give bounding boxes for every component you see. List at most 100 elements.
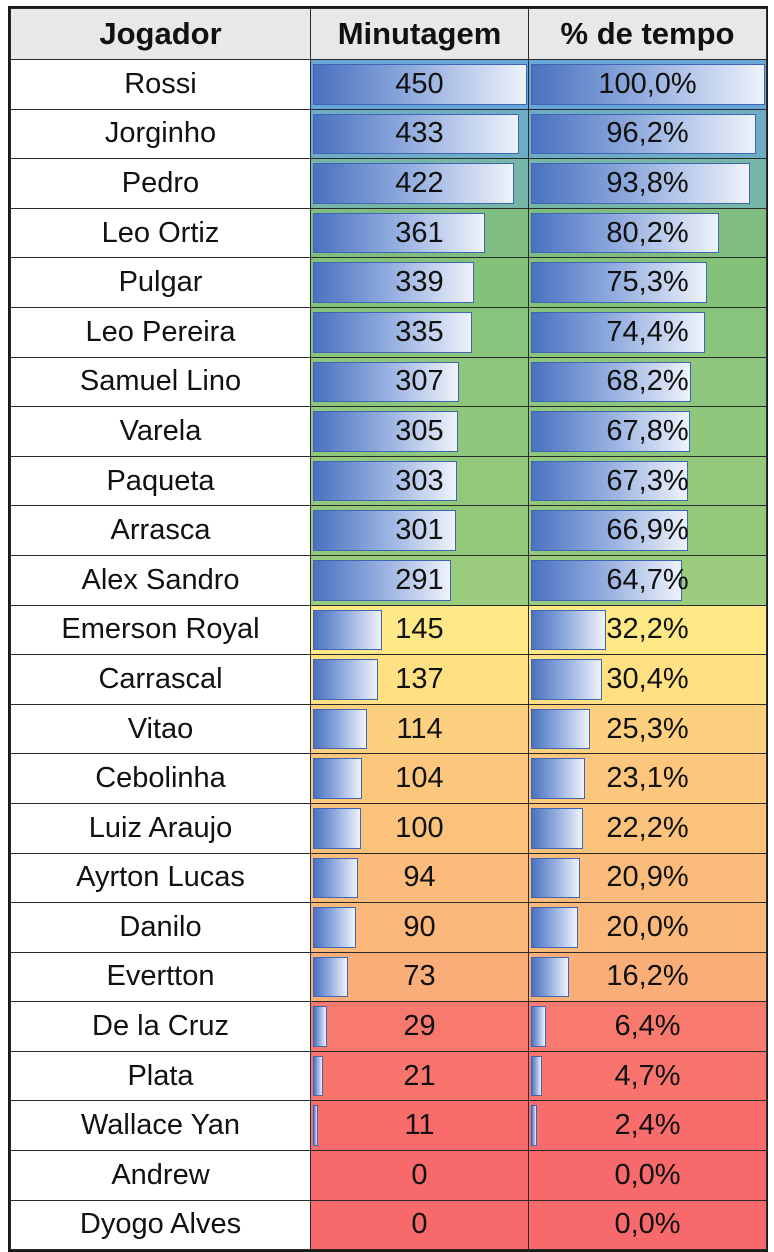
pct-value: 74,4% bbox=[606, 315, 689, 348]
table-row: Ayrton Lucas 94 20,9% bbox=[10, 852, 767, 904]
pct-cell[interactable]: 100,0% bbox=[528, 59, 767, 110]
pct-cell[interactable]: 23,1% bbox=[528, 753, 767, 804]
data-table: Jogador Minutagem % de tempo Rossi 450 100… bbox=[10, 8, 767, 1251]
minutes-cell[interactable]: 94 bbox=[310, 852, 529, 904]
player-cell[interactable]: Wallace Yan bbox=[10, 1100, 311, 1152]
player-cell[interactable]: Leo Ortiz bbox=[10, 207, 311, 259]
minutes-cell[interactable]: 305 bbox=[310, 406, 529, 457]
minutes-cell[interactable]: 361 bbox=[310, 207, 529, 259]
minutes-cell[interactable]: 0 bbox=[310, 1150, 529, 1201]
minutes-cell[interactable]: 100 bbox=[310, 802, 529, 854]
pct-cell[interactable]: 6,4% bbox=[528, 1001, 767, 1052]
minutes-cell[interactable]: 90 bbox=[310, 902, 529, 953]
player-cell[interactable]: Rossi bbox=[10, 59, 311, 110]
minutes-cell[interactable]: 104 bbox=[310, 753, 529, 804]
minutes-cell[interactable]: 339 bbox=[310, 257, 529, 308]
player-cell[interactable]: Emerson Royal bbox=[10, 604, 311, 656]
table-row: Arrasca 301 66,9% bbox=[10, 505, 767, 556]
minutes-cell[interactable]: 114 bbox=[310, 703, 529, 755]
pct-cell[interactable]: 4,7% bbox=[528, 1050, 767, 1102]
table-row: Luiz Araujo 100 22,2% bbox=[10, 802, 767, 854]
minutes-value: 291 bbox=[395, 563, 444, 596]
table-row: Leo Pereira 335 74,4% bbox=[10, 306, 767, 358]
header-minutes[interactable]: Minutagem bbox=[310, 8, 529, 60]
player-cell[interactable]: Jorginho bbox=[10, 108, 311, 160]
pct-cell[interactable]: 2,4% bbox=[528, 1100, 767, 1152]
table-row: Paqueta 303 67,3% bbox=[10, 455, 767, 507]
player-cell[interactable]: Andrew bbox=[10, 1150, 311, 1201]
player-cell[interactable]: Samuel Lino bbox=[10, 356, 311, 408]
player-cell[interactable]: Carrascal bbox=[10, 654, 311, 705]
minutes-cell[interactable]: 335 bbox=[310, 306, 529, 358]
table-row: Emerson Royal 145 32,2% bbox=[10, 604, 767, 656]
minutes-cell[interactable]: 73 bbox=[310, 951, 529, 1003]
player-cell[interactable]: Ayrton Lucas bbox=[10, 852, 311, 904]
pct-cell[interactable]: 32,2% bbox=[528, 604, 767, 656]
pct-cell[interactable]: 66,9% bbox=[528, 505, 767, 556]
minutes-cell[interactable]: 145 bbox=[310, 604, 529, 656]
player-cell[interactable]: Danilo bbox=[10, 902, 311, 953]
player-cell[interactable]: Vitao bbox=[10, 703, 311, 755]
header-player[interactable]: Jogador bbox=[10, 8, 311, 60]
player-cell[interactable]: Pedro bbox=[10, 158, 311, 209]
pct-value: 23,1% bbox=[606, 762, 689, 795]
pct-bar bbox=[531, 510, 688, 551]
pct-cell[interactable]: 64,7% bbox=[528, 554, 767, 606]
pct-cell[interactable]: 30,4% bbox=[528, 654, 767, 705]
pct-cell[interactable]: 75,3% bbox=[528, 257, 767, 308]
table-row: De la Cruz 29 6,4% bbox=[10, 1001, 767, 1052]
pct-cell[interactable]: 93,8% bbox=[528, 158, 767, 209]
player-cell[interactable]: Plata bbox=[10, 1050, 311, 1102]
pct-cell[interactable]: 25,3% bbox=[528, 703, 767, 755]
player-cell[interactable]: De la Cruz bbox=[10, 1001, 311, 1052]
pct-cell[interactable]: 68,2% bbox=[528, 356, 767, 408]
minutes-cell[interactable]: 307 bbox=[310, 356, 529, 408]
pct-cell[interactable]: 67,3% bbox=[528, 455, 767, 507]
pct-bar bbox=[531, 1055, 542, 1097]
pct-cell[interactable]: 67,8% bbox=[528, 406, 767, 457]
player-cell[interactable]: Varela bbox=[10, 406, 311, 457]
pct-bar bbox=[531, 1105, 537, 1147]
minutes-cell[interactable]: 0 bbox=[310, 1199, 529, 1251]
player-cell[interactable]: Luiz Araujo bbox=[10, 802, 311, 854]
minutes-cell[interactable]: 303 bbox=[310, 455, 529, 507]
player-cell[interactable]: Evertton bbox=[10, 951, 311, 1003]
player-cell[interactable]: Alex Sandro bbox=[10, 554, 311, 606]
minutes-bar bbox=[313, 212, 485, 254]
minutes-cell[interactable]: 29 bbox=[310, 1001, 529, 1052]
player-cell[interactable]: Cebolinha bbox=[10, 753, 311, 804]
pct-cell[interactable]: 0,0% bbox=[528, 1199, 767, 1251]
minutes-cell[interactable]: 433 bbox=[310, 108, 529, 160]
minutes-bar bbox=[313, 708, 367, 750]
player-cell[interactable]: Dyogo Alves bbox=[10, 1199, 311, 1251]
player-cell[interactable]: Paqueta bbox=[10, 455, 311, 507]
minutes-value: 11 bbox=[404, 1109, 435, 1142]
minutes-cell[interactable]: 11 bbox=[310, 1100, 529, 1152]
pct-cell[interactable]: 74,4% bbox=[528, 306, 767, 358]
player-cell[interactable]: Leo Pereira bbox=[10, 306, 311, 358]
pct-cell[interactable]: 96,2% bbox=[528, 108, 767, 160]
pct-bar bbox=[531, 64, 765, 105]
minutes-cell[interactable]: 137 bbox=[310, 654, 529, 705]
pct-cell[interactable]: 0,0% bbox=[528, 1150, 767, 1201]
minutes-cell[interactable]: 450 bbox=[310, 59, 529, 110]
minutes-cell[interactable]: 422 bbox=[310, 158, 529, 209]
pct-cell[interactable]: 16,2% bbox=[528, 951, 767, 1003]
pct-cell[interactable]: 22,2% bbox=[528, 802, 767, 854]
table-row: Jorginho 433 96,2% bbox=[10, 108, 767, 160]
pct-bar bbox=[531, 907, 578, 948]
header-pct[interactable]: % de tempo bbox=[528, 8, 767, 60]
minutes-cell[interactable]: 301 bbox=[310, 505, 529, 556]
player-cell[interactable]: Arrasca bbox=[10, 505, 311, 556]
table-row: Leo Ortiz 361 80,2% bbox=[10, 207, 767, 259]
pct-cell[interactable]: 80,2% bbox=[528, 207, 767, 259]
minutes-cell[interactable]: 291 bbox=[310, 554, 529, 606]
minutes-bar bbox=[313, 113, 519, 155]
minutes-cell[interactable]: 21 bbox=[310, 1050, 529, 1102]
minutes-bar bbox=[313, 163, 514, 204]
pct-value: 68,2% bbox=[606, 365, 689, 398]
pct-bar bbox=[531, 113, 756, 155]
player-cell[interactable]: Pulgar bbox=[10, 257, 311, 308]
pct-cell[interactable]: 20,0% bbox=[528, 902, 767, 953]
pct-cell[interactable]: 20,9% bbox=[528, 852, 767, 904]
